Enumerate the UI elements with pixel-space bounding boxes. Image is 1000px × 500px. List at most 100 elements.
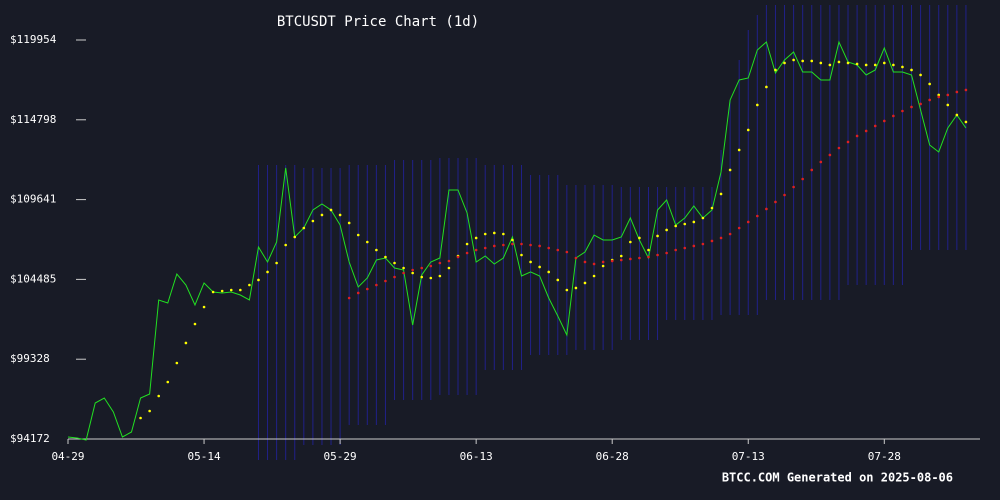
average-dot — [257, 278, 260, 282]
average-dot — [229, 288, 233, 292]
average-dot — [166, 380, 170, 384]
x-tick-label: 05-14 — [187, 450, 220, 463]
average-dot — [873, 124, 877, 128]
average-dot — [502, 232, 505, 236]
average-dot — [701, 242, 705, 246]
average-dot — [692, 220, 696, 224]
average-dot — [266, 270, 269, 274]
average-dot — [910, 68, 913, 72]
average-dot — [366, 287, 369, 291]
average-dot — [801, 59, 804, 63]
average-dot — [719, 192, 723, 196]
average-dot — [384, 255, 387, 259]
average-dot — [846, 140, 850, 144]
average-dot — [610, 259, 614, 263]
average-dot — [737, 148, 741, 152]
x-tick-label: 07-13 — [732, 450, 765, 463]
average-dot — [293, 235, 297, 239]
average-dot — [139, 416, 142, 420]
average-dot — [175, 361, 179, 365]
footer: BTCC.COM Generated on 2025-08-06 — [722, 471, 953, 485]
average-dot — [556, 278, 560, 282]
average-dot — [202, 305, 206, 309]
average-dot — [402, 271, 405, 275]
average-dot — [756, 103, 759, 107]
average-dot — [320, 213, 324, 217]
average-dot — [828, 63, 832, 67]
average-dot — [420, 266, 424, 270]
y-tick-label: $94172 — [10, 432, 50, 445]
average-dot — [601, 264, 605, 268]
average-dot — [366, 240, 369, 244]
average-dot — [511, 238, 514, 242]
x-tick-label: 06-28 — [596, 450, 629, 463]
average-dot — [783, 193, 786, 197]
y-tick-label: $99328 — [10, 352, 50, 365]
x-tick-label: 06-13 — [460, 450, 493, 463]
average-dot — [710, 206, 714, 210]
average-dot — [411, 268, 414, 272]
average-dot — [347, 221, 351, 225]
x-tick-label: 05-29 — [324, 450, 357, 463]
axes-layer: $94172 $99328 $104485 $109641 $114798 $119954… — [10, 33, 980, 463]
average-dot — [474, 248, 478, 252]
average-dot — [375, 248, 378, 252]
average-dot — [239, 288, 242, 292]
average-dot — [311, 219, 315, 223]
average-dot — [157, 394, 160, 398]
average-dot — [928, 82, 931, 86]
average-dot — [728, 168, 732, 172]
average-dot — [701, 216, 705, 220]
average-dot — [429, 276, 433, 280]
average-dot — [447, 259, 451, 263]
average-dot — [583, 260, 587, 264]
average-dot — [393, 261, 396, 265]
average-dot — [438, 261, 442, 265]
average-dot — [574, 256, 578, 260]
average-dot — [492, 244, 496, 248]
average-dot — [964, 88, 968, 92]
average-dot — [647, 248, 650, 252]
average-dot — [520, 242, 523, 246]
average-dot — [819, 61, 823, 65]
average-dot — [892, 114, 895, 118]
average-dot — [148, 409, 151, 413]
average-dot — [819, 160, 823, 164]
average-dot — [810, 59, 814, 63]
average-dot — [565, 288, 569, 292]
y-tick-label: $104485 — [10, 272, 56, 285]
average-dot — [674, 248, 677, 252]
average-dot — [483, 246, 487, 250]
average-dot — [583, 281, 587, 285]
average-dot — [792, 185, 795, 189]
average-dot — [919, 102, 922, 106]
average-dot — [873, 63, 877, 67]
average-dot — [302, 226, 306, 230]
x-tick-label: 07-28 — [868, 450, 901, 463]
average-dot — [511, 242, 514, 246]
average-dot — [329, 208, 333, 212]
average-dot — [937, 95, 941, 99]
average-dot — [928, 98, 931, 102]
average-dot — [901, 109, 904, 113]
average-dot — [746, 220, 750, 224]
average-dot — [619, 254, 623, 258]
average-dot — [347, 296, 351, 300]
average-dot — [855, 134, 859, 138]
average-dot — [638, 236, 641, 240]
average-dot — [574, 286, 578, 290]
y-tick-label: $114798 — [10, 113, 56, 126]
average-dot — [356, 233, 360, 237]
average-dot — [465, 242, 469, 246]
series-layer — [67, 40, 968, 441]
average-dot — [447, 266, 451, 270]
average-dot — [946, 103, 950, 107]
average-dot — [393, 275, 396, 279]
average-dot — [801, 177, 804, 181]
average-dot — [492, 231, 496, 235]
average-dot — [783, 61, 786, 65]
average-dot — [656, 234, 659, 238]
average-dot — [465, 251, 469, 255]
average-dot — [683, 246, 687, 250]
average-dot — [728, 232, 732, 236]
